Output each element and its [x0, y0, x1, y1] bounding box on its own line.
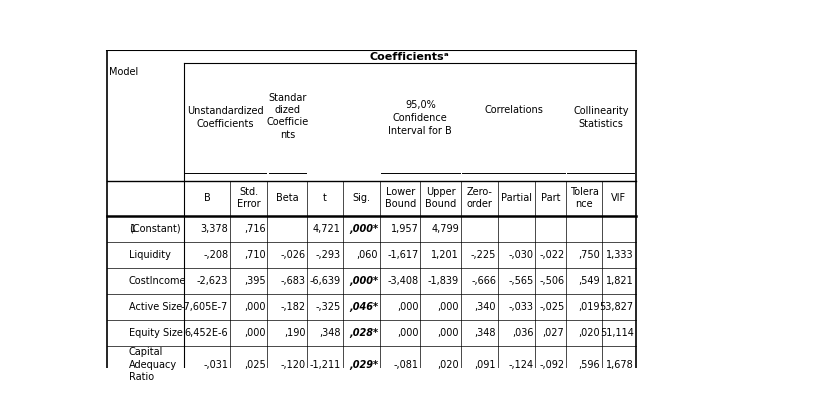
Text: -,565: -,565 [508, 276, 532, 286]
Text: Part: Part [541, 193, 560, 203]
Text: -,293: -,293 [315, 250, 340, 260]
Text: 1,333: 1,333 [605, 250, 633, 260]
Text: (Constant): (Constant) [128, 223, 180, 234]
Text: Partial: Partial [501, 193, 532, 203]
Text: Std.
Error: Std. Error [237, 187, 260, 209]
Text: Coefficientsᵃ: Coefficientsᵃ [369, 52, 449, 62]
Text: ,000: ,000 [437, 328, 459, 338]
Text: ,029*: ,029* [349, 360, 378, 370]
Text: 51,114: 51,114 [599, 328, 633, 338]
Text: -,182: -,182 [280, 302, 305, 312]
Text: -,208: -,208 [203, 250, 228, 260]
Text: Zero-
order: Zero- order [466, 187, 492, 209]
Text: ,000: ,000 [437, 302, 459, 312]
Text: ,036: ,036 [512, 328, 532, 338]
Text: -1,211: -1,211 [309, 360, 340, 370]
Text: ,000: ,000 [397, 328, 418, 338]
Text: -,506: -,506 [538, 276, 564, 286]
Text: Lower
Bound: Lower Bound [384, 187, 416, 209]
Text: Liquidity: Liquidity [128, 250, 171, 260]
Text: t: t [323, 193, 326, 203]
Text: -,683: -,683 [280, 276, 305, 286]
Text: ,000*: ,000* [349, 223, 378, 234]
Text: Unstandardized
Coefficients: Unstandardized Coefficients [187, 106, 263, 129]
Text: Standar
dized
Coefficie
nts: Standar dized Coefficie nts [266, 93, 308, 140]
Text: Beta: Beta [276, 193, 298, 203]
Text: -2,623: -2,623 [197, 276, 228, 286]
Text: -6,639: -6,639 [309, 276, 340, 286]
Text: Active Size: Active Size [128, 302, 181, 312]
Text: 1,821: 1,821 [605, 276, 633, 286]
Text: ,348: ,348 [474, 328, 496, 338]
Text: 1,201: 1,201 [431, 250, 459, 260]
Text: ,710: ,710 [243, 250, 265, 260]
Text: -,031: -,031 [203, 360, 228, 370]
Text: ,091: ,091 [474, 360, 496, 370]
Text: -,033: -,033 [508, 302, 532, 312]
Text: Upper
Bound: Upper Bound [425, 187, 455, 209]
Text: 1,678: 1,678 [605, 360, 633, 370]
Text: Collinearity
Statistics: Collinearity Statistics [572, 106, 628, 129]
Text: ,348: ,348 [319, 328, 340, 338]
Text: -7,605E-7: -7,605E-7 [181, 302, 228, 312]
Text: -,666: -,666 [470, 276, 496, 286]
Text: 4,721: 4,721 [312, 223, 340, 234]
Text: ,596: ,596 [578, 360, 599, 370]
Text: ,395: ,395 [243, 276, 265, 286]
Text: 95,0%
Confidence
Interval for B: 95,0% Confidence Interval for B [388, 100, 452, 136]
Text: 3,378: 3,378 [200, 223, 228, 234]
Text: ,000*: ,000* [349, 276, 378, 286]
Text: ,716: ,716 [243, 223, 265, 234]
Text: Capital
Adequacy
Ratio: Capital Adequacy Ratio [128, 347, 176, 382]
Text: 1: 1 [129, 223, 136, 234]
Text: ,025: ,025 [243, 360, 265, 370]
Text: ,028*: ,028* [349, 328, 378, 338]
Text: ,549: ,549 [578, 276, 599, 286]
Text: ,000: ,000 [243, 328, 265, 338]
Text: -,120: -,120 [280, 360, 305, 370]
Text: ,060: ,060 [356, 250, 378, 260]
Text: -1,617: -1,617 [387, 250, 418, 260]
Text: -,026: -,026 [280, 250, 305, 260]
Text: Sig.: Sig. [352, 193, 370, 203]
Text: VIF: VIF [610, 193, 626, 203]
Text: -,022: -,022 [538, 250, 564, 260]
Text: B: B [204, 193, 210, 203]
Text: ,046*: ,046* [349, 302, 378, 312]
Text: 4,799: 4,799 [431, 223, 459, 234]
Text: -,030: -,030 [508, 250, 532, 260]
Text: -,092: -,092 [538, 360, 564, 370]
Text: ,000: ,000 [397, 302, 418, 312]
Text: -,081: -,081 [393, 360, 418, 370]
Text: -,325: -,325 [315, 302, 340, 312]
Text: -,225: -,225 [470, 250, 496, 260]
Text: ,340: ,340 [474, 302, 496, 312]
Text: ,020: ,020 [436, 360, 459, 370]
Text: -,124: -,124 [508, 360, 532, 370]
Text: Tolera
nce: Tolera nce [569, 187, 598, 209]
Text: 1,957: 1,957 [390, 223, 418, 234]
Text: ,027: ,027 [542, 328, 564, 338]
Text: -,025: -,025 [538, 302, 564, 312]
Text: Correlations: Correlations [484, 105, 542, 115]
Text: CostIncome: CostIncome [128, 276, 186, 286]
Text: ,019: ,019 [578, 302, 599, 312]
Text: ,750: ,750 [578, 250, 599, 260]
Text: Model: Model [108, 67, 137, 77]
Text: -1,839: -1,839 [427, 276, 459, 286]
Text: ,000: ,000 [243, 302, 265, 312]
Text: -3,408: -3,408 [387, 276, 418, 286]
Text: 53,827: 53,827 [599, 302, 633, 312]
Text: 6,452E-6: 6,452E-6 [185, 328, 228, 338]
Text: ,190: ,190 [283, 328, 305, 338]
Text: ,020: ,020 [578, 328, 599, 338]
Text: Equity Size: Equity Size [128, 328, 182, 338]
